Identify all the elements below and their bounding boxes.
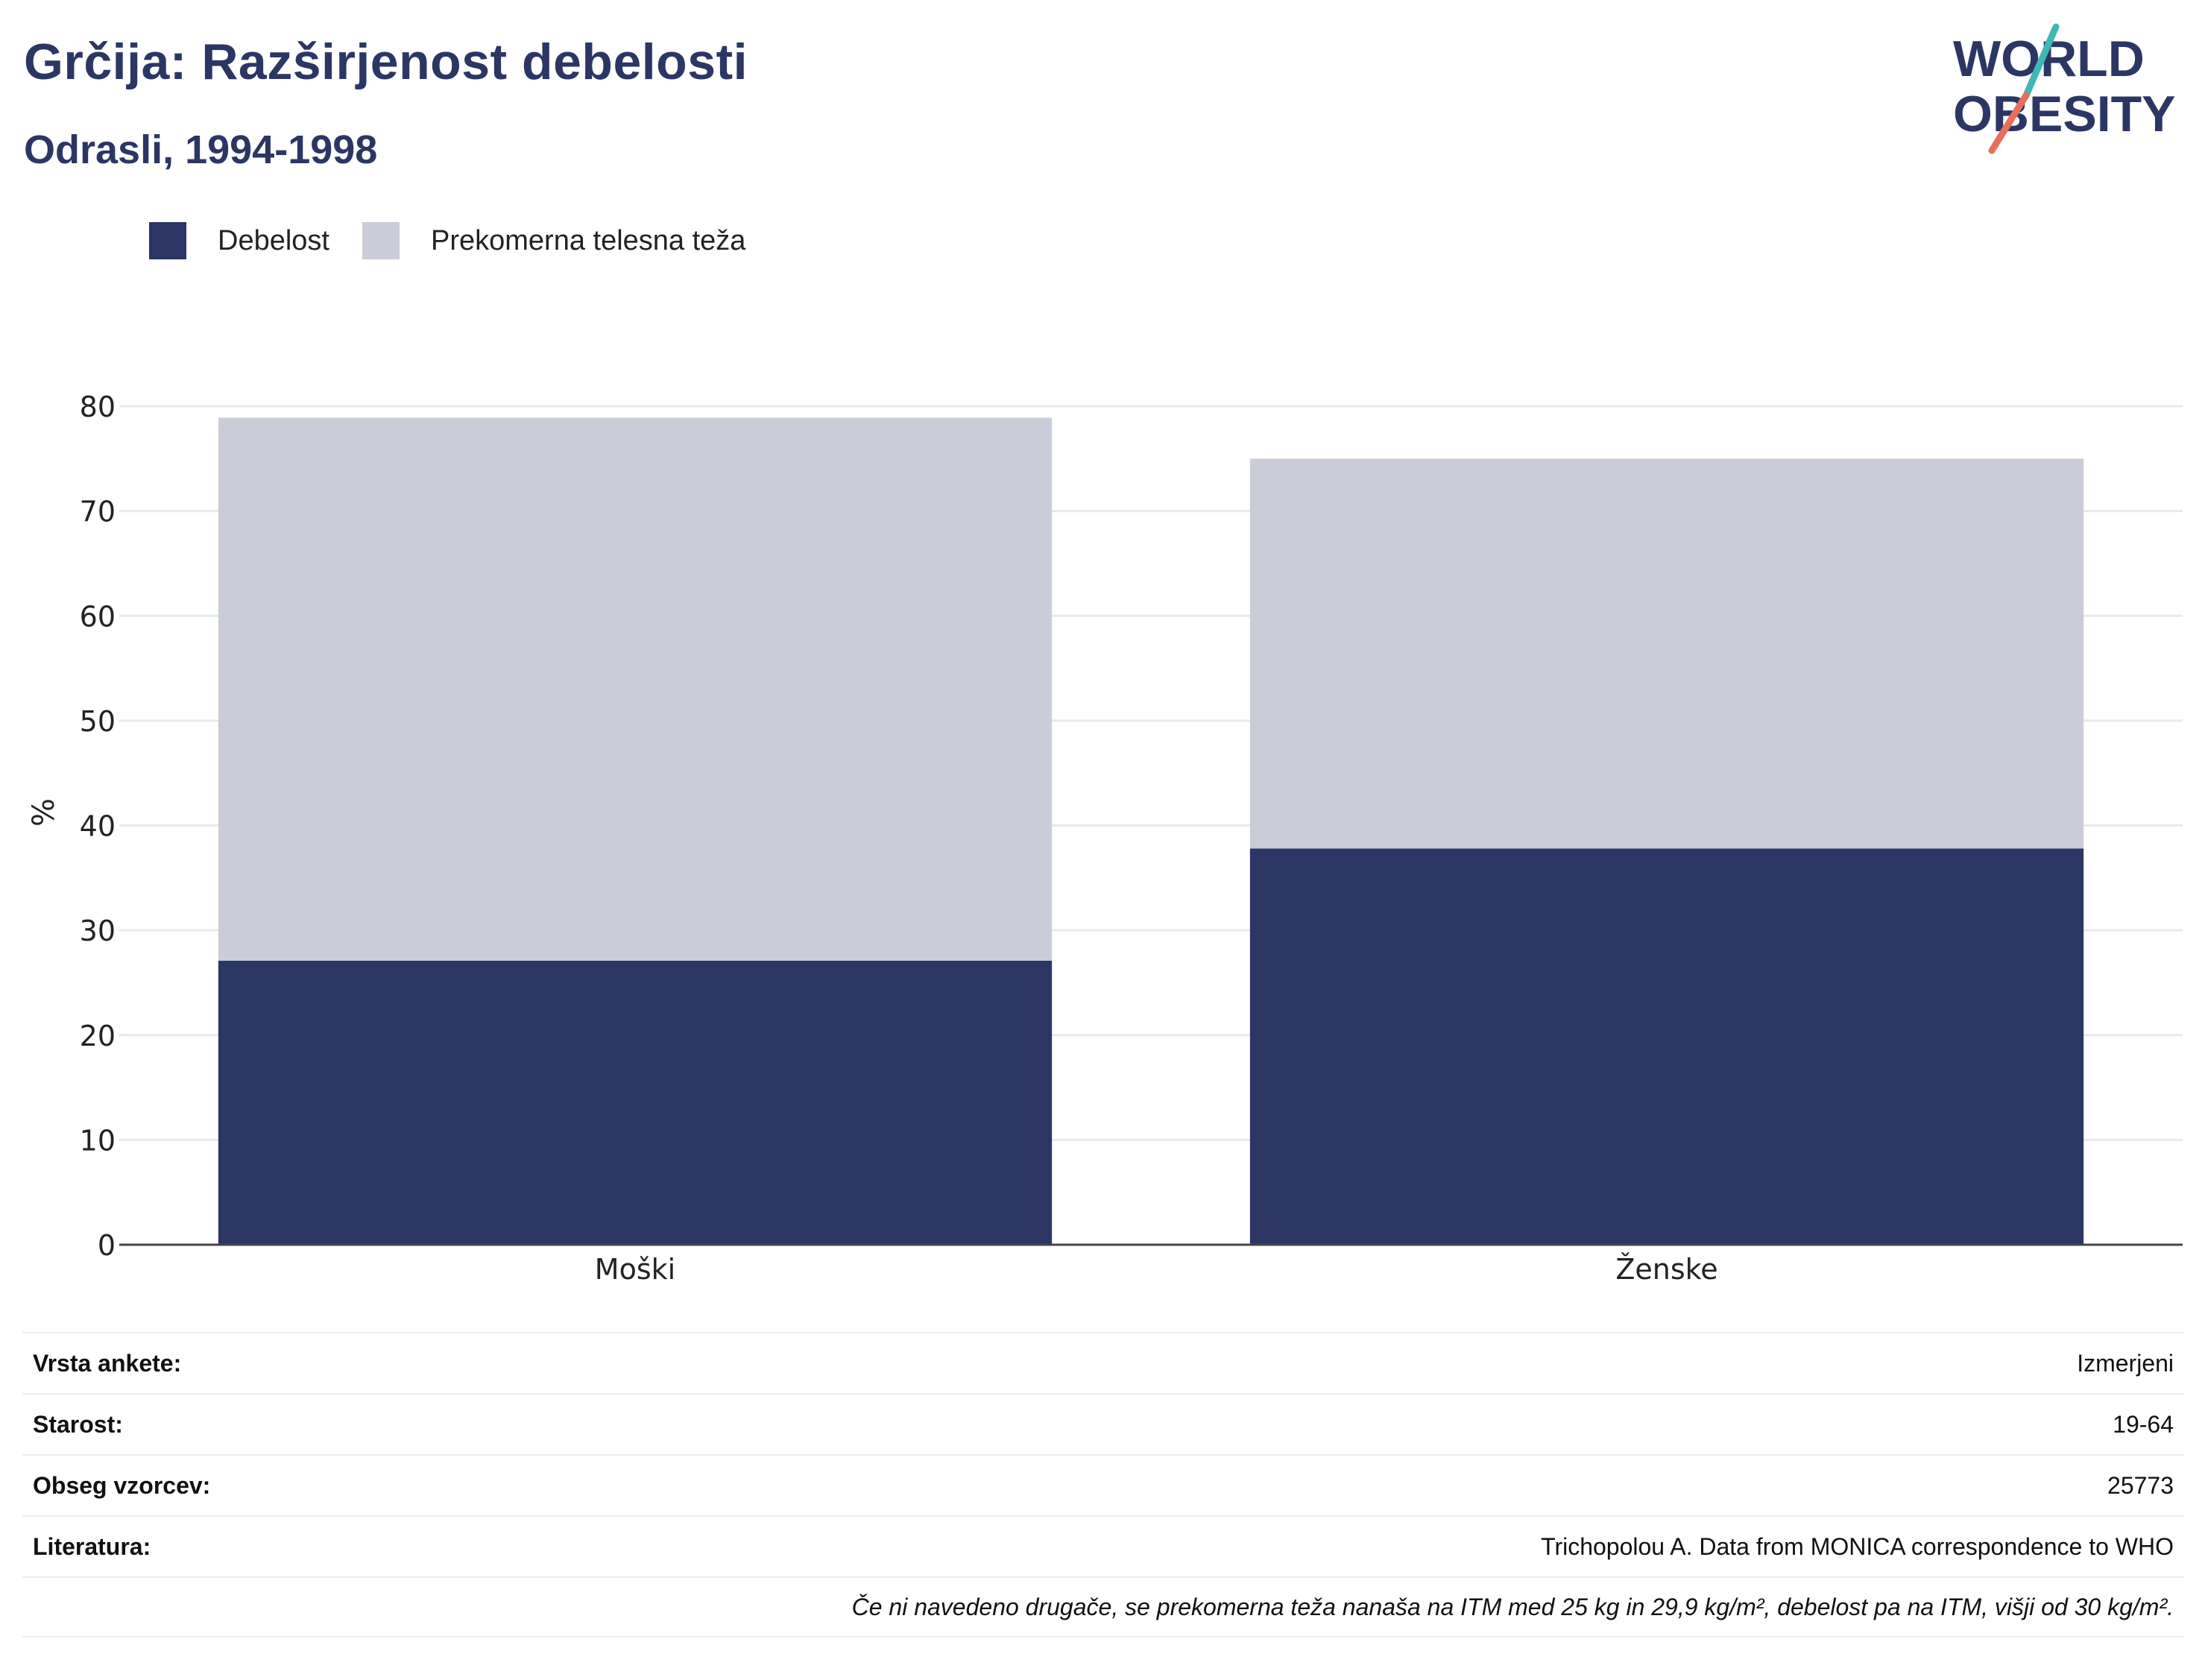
- y-tick-label: 60: [80, 600, 116, 633]
- legend-swatch-overweight: [362, 222, 400, 259]
- logo-slash-coral: [1988, 92, 2030, 154]
- info-row-value: Trichopolou A. Data from MONICA correspo…: [1541, 1532, 2174, 1560]
- info-row: Starost: 19-64: [22, 1393, 2184, 1454]
- info-row-label: Starost:: [33, 1410, 123, 1438]
- info-table: Vrsta ankete: Izmerjeni Starost: 19-64 Obseg…: [22, 1332, 2184, 1638]
- info-row-value: Izmerjeni: [2077, 1349, 2174, 1377]
- world-obesity-logo: WORLD OBESITY: [1953, 23, 2176, 154]
- info-row: Literatura: Trichopolou A. Data from MONI…: [22, 1515, 2184, 1576]
- logo-slash-teal: [2022, 23, 2060, 99]
- bar-obesity-women[interactable]: [1249, 848, 2084, 1245]
- x-tick-label: Moški: [595, 1253, 675, 1286]
- legend-swatch-obesity: [149, 222, 186, 259]
- legend-item-obesity[interactable]: Debelost: [149, 222, 329, 259]
- info-row-label: Literatura:: [33, 1532, 151, 1560]
- legend-item-overweight[interactable]: Prekomerna telesna teža: [362, 222, 745, 259]
- bar-overweight-women[interactable]: [1249, 458, 2084, 849]
- info-rows: Vrsta ankete: Izmerjeni Starost: 19-64 Obseg…: [22, 1332, 2184, 1576]
- x-tick-label: Ženske: [1615, 1253, 1717, 1286]
- bar-chart: 0 10 20 30 40 50 60 70 80 Moški Ženske %: [27, 391, 2183, 1286]
- legend: Debelost Prekomerna telesna teža: [149, 222, 778, 259]
- definition-note-text: Če ni navedeno drugače, se prekomerna te…: [851, 1593, 2174, 1620]
- chart-title: Grčija: Razširjenost debelosti: [24, 34, 748, 90]
- chart-subtitle: Odrasli, 1994-1998: [24, 127, 378, 172]
- y-axis-ticks: 0 10 20 30 40 50 60 70 80: [80, 391, 116, 1262]
- bar-overweight-men[interactable]: [218, 417, 1053, 961]
- bars: [218, 417, 2084, 1245]
- y-tick-label: 30: [80, 915, 116, 947]
- info-row: Vrsta ankete: Izmerjeni: [22, 1332, 2184, 1393]
- y-tick-label: 10: [80, 1124, 116, 1157]
- legend-label-overweight: Prekomerna telesna teža: [430, 224, 746, 256]
- info-row-value: 25773: [2107, 1471, 2174, 1499]
- info-row-value: 19-64: [2113, 1410, 2174, 1438]
- bar-obesity-men[interactable]: [218, 960, 1053, 1245]
- y-tick-label: 70: [80, 496, 116, 528]
- logo-word-obesity: OBESITY: [1953, 86, 2176, 142]
- y-tick-label: 50: [80, 705, 116, 738]
- y-tick-label: 20: [80, 1020, 116, 1052]
- y-tick-label: 40: [80, 810, 116, 843]
- info-row-label: Vrsta ankete:: [33, 1349, 182, 1377]
- y-tick-label: 80: [80, 391, 116, 423]
- y-tick-label: 0: [98, 1229, 116, 1262]
- legend-label-obesity: Debelost: [218, 224, 329, 256]
- info-row: Obseg vzorcev: 25773: [22, 1454, 2184, 1515]
- x-axis-ticks: Moški Ženske: [595, 1253, 1718, 1286]
- y-axis-label: %: [27, 798, 61, 827]
- definition-note: Če ni navedeno drugače, se prekomerna te…: [22, 1576, 2184, 1638]
- info-row-label: Obseg vzorcev:: [33, 1471, 211, 1499]
